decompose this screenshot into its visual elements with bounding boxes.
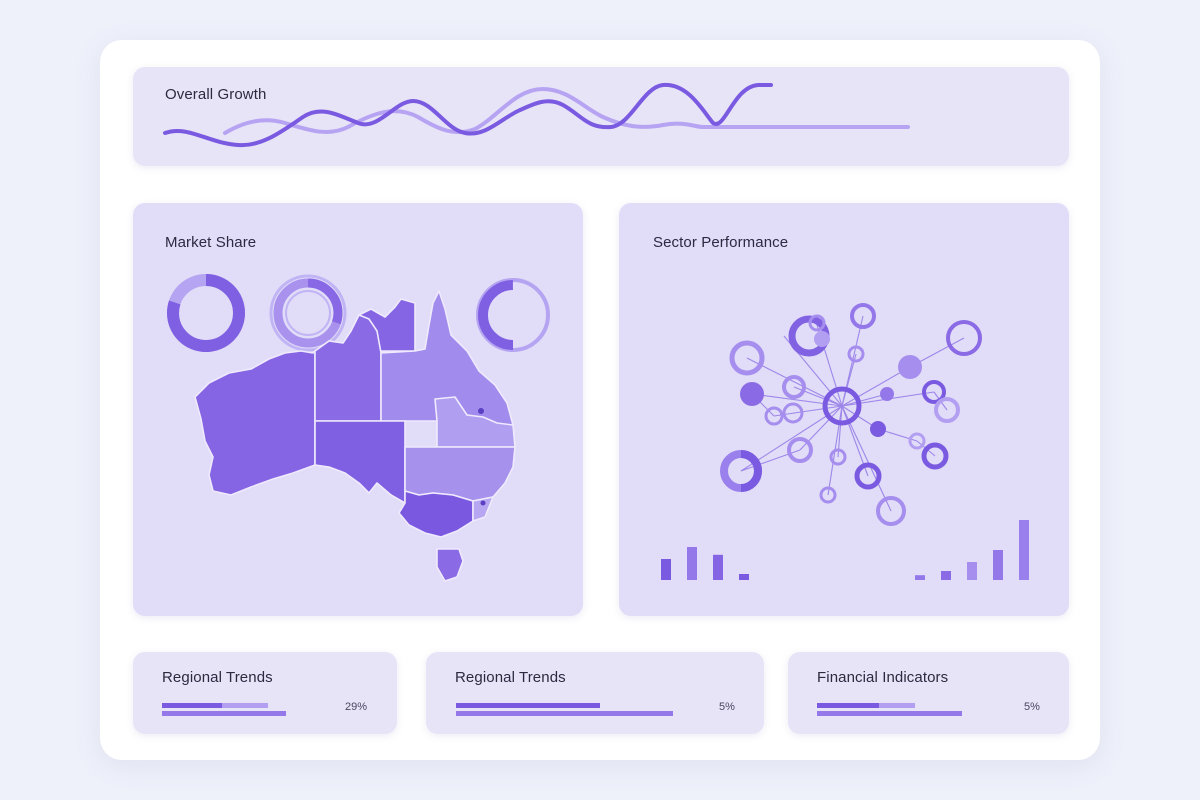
summary-card-regional-trends-2[interactable]: Regional Trends 5% bbox=[426, 652, 764, 734]
market-share-title: Market Share bbox=[165, 234, 257, 251]
summary-title-1: Regional Trends bbox=[162, 669, 273, 686]
summary-bar-primary-1 bbox=[162, 703, 222, 708]
summary-value-2: 5% bbox=[719, 701, 735, 713]
donut-chart-3[interactable] bbox=[476, 278, 550, 352]
sector-bars-right bbox=[915, 520, 1029, 580]
region-tasmania[interactable] bbox=[436, 548, 464, 582]
growth-line-dark bbox=[163, 82, 773, 148]
donut-chart-1[interactable] bbox=[167, 274, 245, 352]
summary-bars-3 bbox=[817, 703, 962, 716]
australia-map bbox=[194, 290, 516, 582]
sector-bars-left bbox=[661, 547, 749, 580]
region-act[interactable] bbox=[472, 496, 494, 522]
summary-title-3: Financial Indicators bbox=[817, 669, 949, 686]
donut-chart-2[interactable] bbox=[269, 274, 347, 352]
growth-sparkline bbox=[163, 82, 910, 148]
sector-bar-right-2 bbox=[941, 571, 951, 580]
network-nodes[interactable] bbox=[720, 303, 982, 526]
sector-bar-right-4 bbox=[993, 550, 1003, 580]
market-share-visual bbox=[167, 274, 550, 582]
market-share-card[interactable]: Market Share bbox=[133, 203, 583, 616]
sector-network-graph bbox=[661, 303, 1029, 580]
summary-card-financial-indicators[interactable]: Financial Indicators 5% bbox=[788, 652, 1069, 734]
summary-bar-primary-3 bbox=[817, 703, 879, 708]
summary-bar-primary-2 bbox=[456, 703, 600, 708]
region-south-australia[interactable] bbox=[314, 420, 406, 504]
summary-card-regional-trends-1[interactable]: Regional Trends 29% bbox=[133, 652, 397, 734]
sector-bar-right-3 bbox=[967, 562, 977, 580]
sector-bar-left-1 bbox=[661, 559, 671, 580]
summary-bars-2 bbox=[456, 703, 673, 716]
region-new-south-wales[interactable] bbox=[404, 446, 516, 502]
growth-line-light bbox=[223, 86, 910, 135]
sector-bar-right-5 bbox=[1019, 520, 1029, 580]
sector-bar-right-1 bbox=[915, 575, 925, 580]
summary-value-3: 5% bbox=[1024, 701, 1040, 713]
summary-bars-1 bbox=[162, 703, 286, 716]
overall-growth-card[interactable]: Overall Growth bbox=[133, 67, 1069, 166]
summary-bar-track-1 bbox=[162, 711, 286, 716]
sector-performance-card[interactable]: Sector Performance bbox=[619, 203, 1069, 616]
region-victoria[interactable] bbox=[398, 490, 474, 538]
sector-bar-left-4 bbox=[739, 574, 749, 580]
summary-bar-track-2 bbox=[456, 711, 673, 716]
region-northern-territory[interactable] bbox=[314, 314, 382, 422]
summary-title-2: Regional Trends bbox=[455, 669, 566, 686]
sector-bar-left-3 bbox=[713, 554, 723, 580]
summary-value-1: 29% bbox=[345, 701, 368, 713]
sector-bar-left-2 bbox=[687, 547, 697, 580]
summary-bar-track-3 bbox=[817, 711, 962, 716]
overall-growth-title: Overall Growth bbox=[165, 86, 267, 103]
sector-performance-title: Sector Performance bbox=[653, 234, 789, 251]
